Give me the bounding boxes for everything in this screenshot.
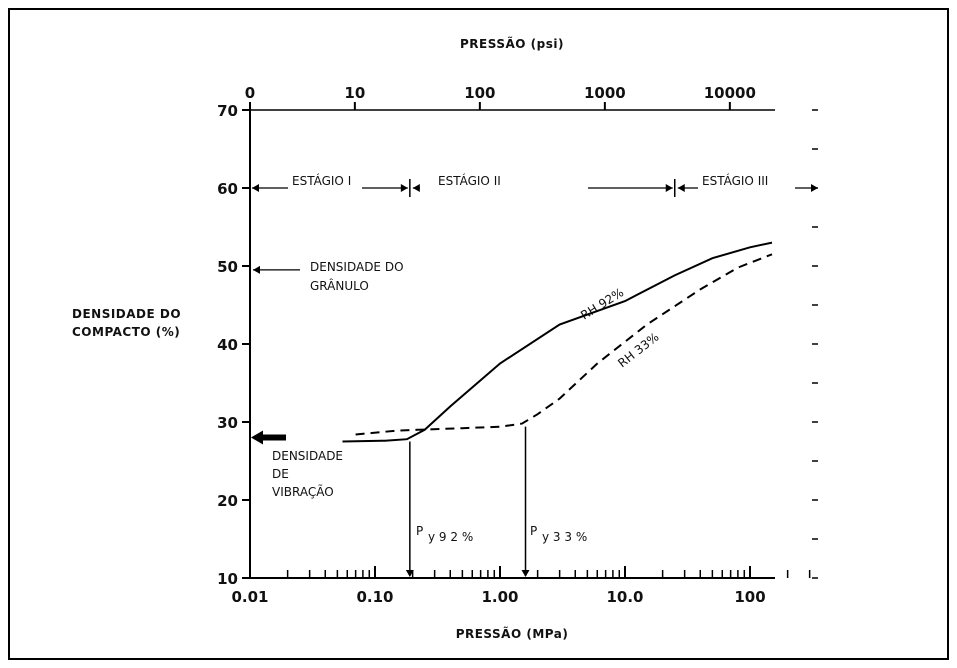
top-tick-label: 10000 — [704, 84, 756, 102]
granule-density-label-line2: GRÂNULO — [310, 278, 369, 293]
x-tick-label: 10.0 — [606, 588, 643, 606]
stage-3-arrowhead-right — [811, 184, 818, 192]
x-tick-label: 100 — [734, 588, 765, 606]
x-tick-label: 0.10 — [356, 588, 393, 606]
series-line-rh33 — [355, 253, 773, 436]
py33-sub-label: y 3 3 % — [542, 530, 587, 544]
y-tick-label: 50 — [217, 258, 238, 276]
py33-label: P — [530, 524, 537, 538]
y-tick-label: 70 — [217, 102, 238, 120]
top-tick-label: 0 — [245, 84, 255, 102]
y-axis-title-line2: COMPACTO (%) — [72, 325, 180, 339]
granule-density-label-line1: DENSIDADE DO — [310, 260, 404, 274]
stage-1-label: ESTÁGIO I — [292, 173, 351, 188]
vibration-density-label-line2: DE — [272, 467, 289, 481]
marks-layer — [251, 179, 818, 577]
top-tick-label: 1000 — [584, 84, 626, 102]
top-tick-label: 10 — [344, 84, 365, 102]
top-axis-title: PRESSÃO (psi) — [460, 36, 564, 51]
vibration-density-label-line1: DENSIDADE — [272, 449, 343, 463]
stage-2-arrowhead-right — [665, 184, 673, 192]
py92-sub-label: y 9 2 % — [428, 530, 473, 544]
x-tick-label: 1.00 — [481, 588, 518, 606]
stage-2-label: ESTÁGIO II — [438, 173, 501, 188]
figure-frame — [8, 8, 949, 660]
y-tick-label: 20 — [217, 492, 238, 510]
vibration-density-arrowhead — [251, 430, 263, 445]
stage-1-arrowhead-right — [400, 184, 408, 192]
series-line-rh92 — [342, 241, 773, 443]
top-tick-label: 100 — [464, 84, 495, 102]
y-tick-label: 40 — [217, 336, 238, 354]
y-tick-label: 60 — [217, 180, 238, 198]
y-tick-label: 10 — [217, 570, 238, 588]
vibration-density-arrow-shaft — [262, 434, 286, 441]
x-tick-label: 0.01 — [231, 588, 268, 606]
py92-label: P — [416, 524, 423, 538]
py33-arrowhead — [521, 570, 530, 577]
rh33-curve-label: RH 33% — [615, 330, 661, 370]
stage-3-label: ESTÁGIO III — [702, 173, 768, 188]
y-axis-title-line1: DENSIDADE DO — [72, 307, 181, 321]
py92-arrowhead — [405, 570, 414, 577]
vibration-density-label-line3: VIBRAÇÃO — [272, 484, 334, 499]
y-tick-label: 30 — [217, 414, 238, 432]
x-axis-title: PRESSÃO (MPa) — [456, 626, 569, 641]
granule-density-arrowhead — [253, 265, 260, 274]
stage-1-arrowhead-left — [252, 184, 259, 192]
